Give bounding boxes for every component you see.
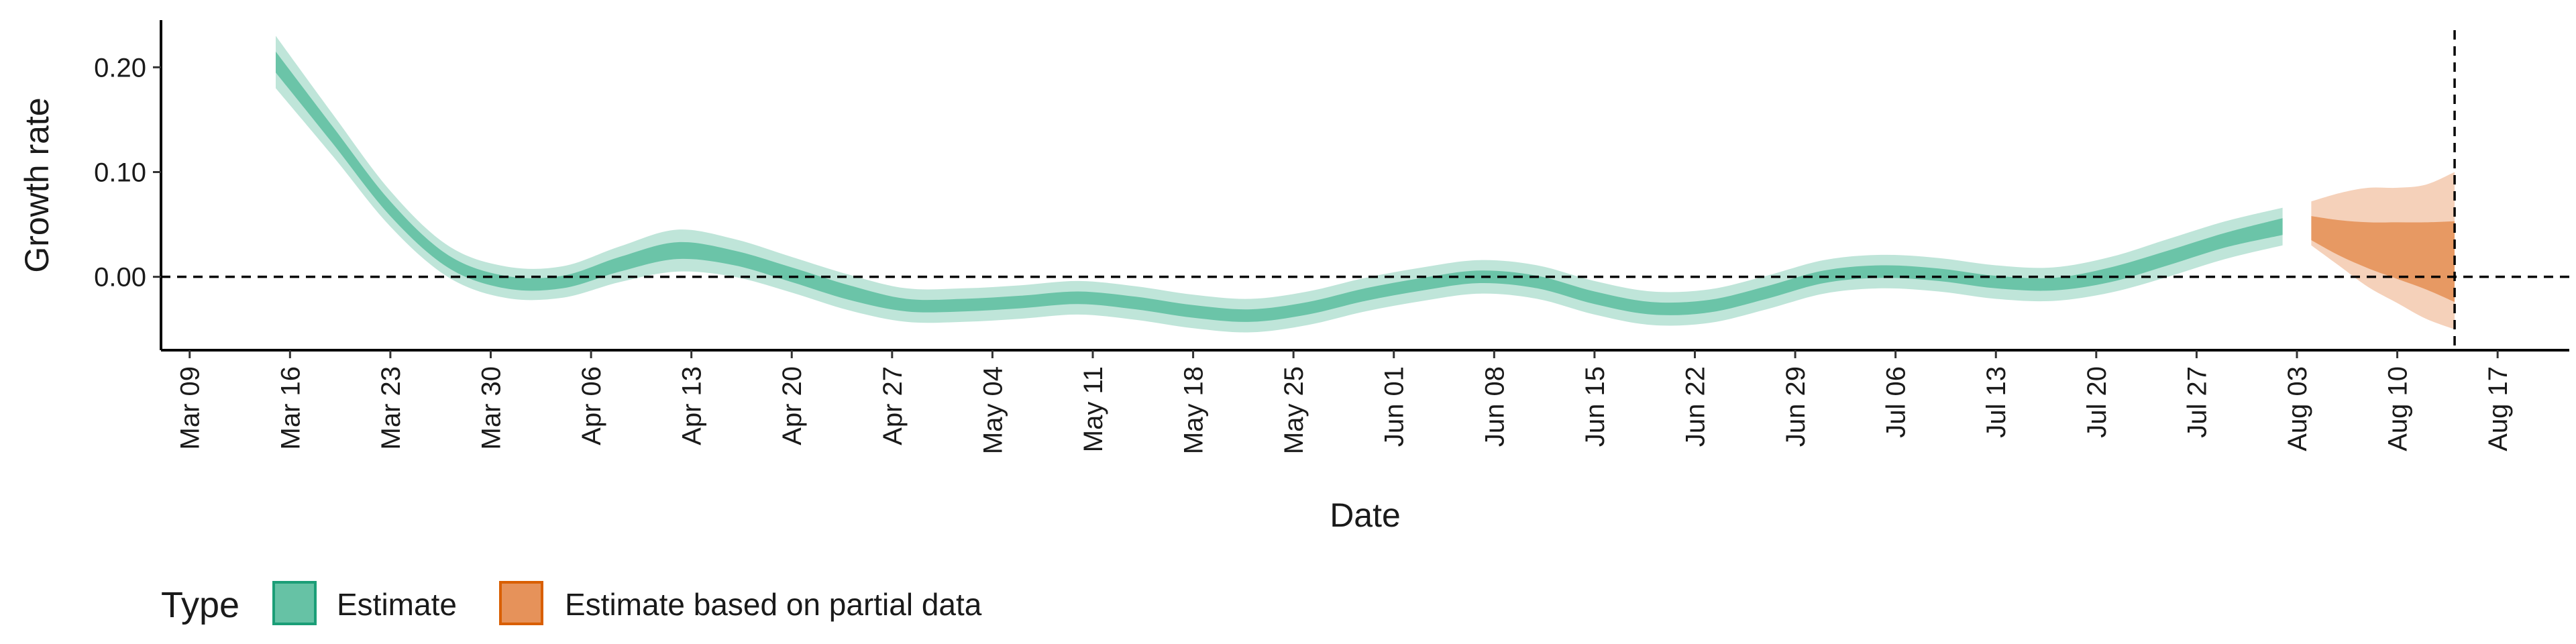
- x-tick-label: Mar 09: [176, 366, 205, 450]
- y-axis-ticks: 0.00 0.10 0.20: [94, 53, 161, 292]
- ci-50-band-estimate: [276, 51, 2283, 322]
- x-tick-label: Jun 01: [1380, 366, 1409, 447]
- legend-label-estimate: Estimate: [337, 587, 457, 622]
- x-tick-label: May 04: [978, 366, 1008, 454]
- ci-90-bands: [276, 36, 2455, 333]
- x-tick-label: Aug 10: [2383, 366, 2413, 451]
- x-tick-label: Jun 08: [1480, 366, 1509, 447]
- legend: Type Estimate Estimate based on partial …: [161, 581, 982, 625]
- x-axis-title: Date: [1330, 496, 1401, 534]
- y-tick-label: 0.10: [94, 158, 146, 187]
- y-tick-label: 0.00: [94, 263, 146, 292]
- ci-50-bands: [276, 51, 2455, 322]
- x-tick-label: Jul 13: [1982, 366, 2011, 438]
- x-tick-label: Jun 29: [1781, 366, 1811, 447]
- x-tick-label: May 25: [1279, 366, 1309, 454]
- reference-lines: [161, 30, 2569, 350]
- x-tick-label: Aug 17: [2483, 366, 2513, 451]
- x-tick-label: Jul 20: [2082, 366, 2112, 438]
- legend-key-partial: [499, 581, 543, 625]
- x-tick-label: Apr 20: [777, 366, 807, 445]
- y-axis-title: Growth rate: [18, 97, 56, 272]
- x-tick-label: Jun 22: [1680, 366, 1710, 447]
- ci-50-band-partial: [2311, 216, 2455, 303]
- legend-key-estimate: [272, 581, 317, 625]
- x-tick-label: Apr 27: [878, 366, 908, 445]
- plot-area: 0.00 0.10 0.20 Mar 09 Mar 16 Mar 23 Mar 30 Apr…: [94, 20, 2569, 454]
- x-tick-label: May 18: [1179, 366, 1209, 454]
- x-tick-label: Apr 06: [577, 366, 606, 445]
- x-tick-label: Jun 15: [1580, 366, 1610, 447]
- legend-title: Type: [161, 585, 239, 625]
- x-tick-label: Mar 30: [476, 366, 506, 450]
- x-tick-label: Aug 03: [2283, 366, 2312, 451]
- x-tick-label: May 11: [1079, 366, 1108, 452]
- x-tick-label: Mar 23: [376, 366, 406, 450]
- x-axis-ticks: Mar 09 Mar 16 Mar 23 Mar 30 Apr 06 Apr 13 Apr …: [176, 350, 2513, 454]
- x-tick-label: Jul 27: [2182, 366, 2212, 438]
- x-tick-label: Jul 06: [1882, 366, 1911, 438]
- y-tick-label: 0.20: [94, 53, 146, 83]
- x-tick-label: Mar 16: [276, 366, 305, 450]
- legend-label-partial: Estimate based on partial data: [565, 587, 982, 622]
- ci-90-band-estimate: [276, 36, 2283, 333]
- x-tick-label: Apr 13: [678, 366, 707, 445]
